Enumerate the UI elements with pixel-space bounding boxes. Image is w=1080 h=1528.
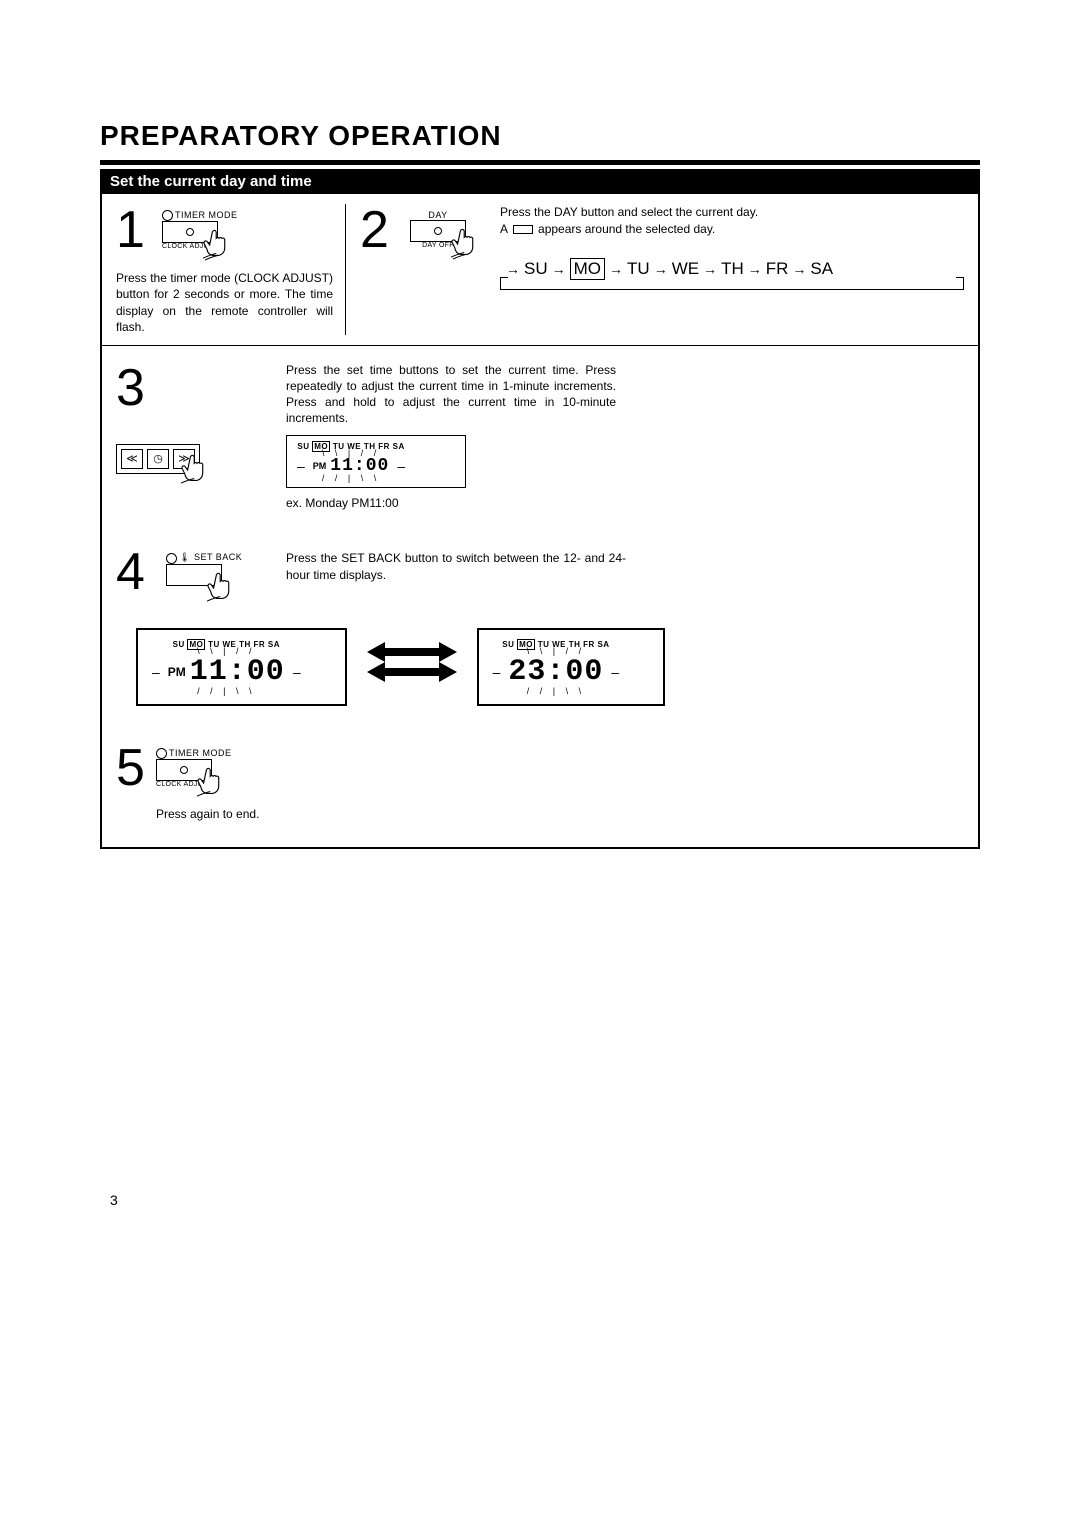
timer-mode-button-diagram: TIMER MODE CLOCK ADJUST: [156, 748, 232, 788]
day-cycle-diagram: → SU → MO → TU → WE → TH → FR → SA: [500, 258, 964, 280]
button-rect: [410, 220, 466, 242]
press-hand-icon: [447, 227, 489, 261]
content-frame: 1 TIMER MODE CLOCK ADJUST Press the time…: [100, 194, 980, 849]
day-we: WE: [672, 259, 699, 279]
lcd-time-24hr: 23:00: [508, 655, 603, 689]
selection-box-icon: [513, 225, 533, 234]
lcd-example-small: SU MO TU WE TH FR SA \ \ | / / PM 11:00 …: [286, 435, 466, 489]
title-rule: [100, 160, 980, 165]
page-number: 3: [110, 1192, 118, 1208]
step-2-number: 2: [360, 204, 390, 256]
set-back-button-diagram: 🌡 SET BACK: [166, 552, 242, 585]
arrow-icon: →: [506, 262, 520, 276]
lcd-pm: PM: [168, 665, 186, 679]
arrow-icon: →: [552, 262, 566, 276]
arrow-icon: →: [654, 262, 668, 276]
set-time-buttons-diagram: ≪ ◷ ≫: [116, 444, 200, 474]
button-label-top: TIMER MODE: [169, 748, 232, 758]
step-1: 1 TIMER MODE CLOCK ADJUST Press the time…: [116, 204, 346, 335]
press-hand-icon: [199, 228, 241, 262]
lcd-pm: PM: [313, 461, 327, 471]
lcd-24hr-display: SU MO TU WE TH FR SA \ \ | / / 23:00 / /…: [477, 628, 666, 706]
step-5-text: Press again to end.: [156, 806, 259, 822]
day-tu: TU: [627, 259, 650, 279]
flash-ticks-icon: / / | \ \: [493, 689, 620, 694]
press-hand-icon: [203, 571, 245, 605]
step-1-text: Press the timer mode (CLOCK ADJUST) butt…: [116, 270, 333, 335]
step-3-number: 3: [116, 362, 276, 414]
lcd-12hr-display: SU MO TU WE TH FR SA \ \ | / / PM 11:00 …: [136, 628, 347, 706]
day-fr: FR: [766, 259, 789, 279]
arrow-icon: →: [609, 262, 623, 276]
press-hand-icon: [177, 453, 219, 487]
flash-ticks-icon: / / | \ \: [297, 476, 405, 481]
step-2-text-line2: A appears around the selected day.: [500, 221, 964, 238]
step-4-number: 4: [116, 546, 146, 598]
step-5-number: 5: [116, 742, 146, 794]
step-4: 4 🌡 SET BACK Press the SET BACK button t…: [102, 530, 978, 726]
day-th: TH: [721, 259, 744, 279]
row-steps-1-2: 1 TIMER MODE CLOCK ADJUST Press the time…: [102, 194, 978, 346]
clock-icon-button: ◷: [147, 449, 169, 469]
arrow-icon: →: [792, 262, 806, 276]
day-su: SU: [524, 259, 548, 279]
time-down-button: ≪: [121, 449, 143, 469]
example-caption: ex. Monday PM11:00: [286, 496, 964, 510]
step-4-text: Press the SET BACK button to switch betw…: [286, 550, 626, 582]
button-rect: [166, 564, 222, 586]
press-hand-icon: [193, 766, 235, 800]
page-title: PREPARATORY OPERATION: [100, 120, 980, 152]
step-3: 3 ≪ ◷ ≫ Press the set time buttons to se…: [102, 346, 978, 531]
day-mo-selected: MO: [570, 258, 605, 280]
day-sa: SA: [810, 259, 833, 279]
arrow-icon: →: [748, 262, 762, 276]
button-label-top: TIMER MODE: [175, 210, 238, 220]
step-2-text-line1: Press the DAY button and select the curr…: [500, 204, 964, 221]
arrow-icon: →: [703, 262, 717, 276]
section-heading: Set the current day and time: [100, 169, 980, 194]
button-label: SET BACK: [194, 552, 242, 562]
button-rect: [162, 221, 218, 243]
double-arrow-icon: [367, 642, 457, 682]
flash-ticks-icon: / / | \ \: [152, 689, 301, 694]
step-3-text: Press the set time buttons to set the cu…: [286, 362, 616, 427]
day-cycle-return-line: [500, 278, 964, 290]
button-label-top: DAY: [410, 210, 466, 220]
lcd-time-12hr: 11:00: [190, 655, 285, 689]
day-button-diagram: DAY DAY OFF: [410, 210, 466, 249]
step-5: 5 TIMER MODE CLOCK ADJUST Press again to…: [102, 726, 978, 846]
timer-mode-button-diagram: TIMER MODE CLOCK ADJUST: [162, 210, 238, 250]
button-rect: [156, 759, 212, 781]
step-2: 2 DAY DAY OFF Press the DAY: [346, 204, 964, 290]
step-1-number: 1: [116, 204, 146, 256]
